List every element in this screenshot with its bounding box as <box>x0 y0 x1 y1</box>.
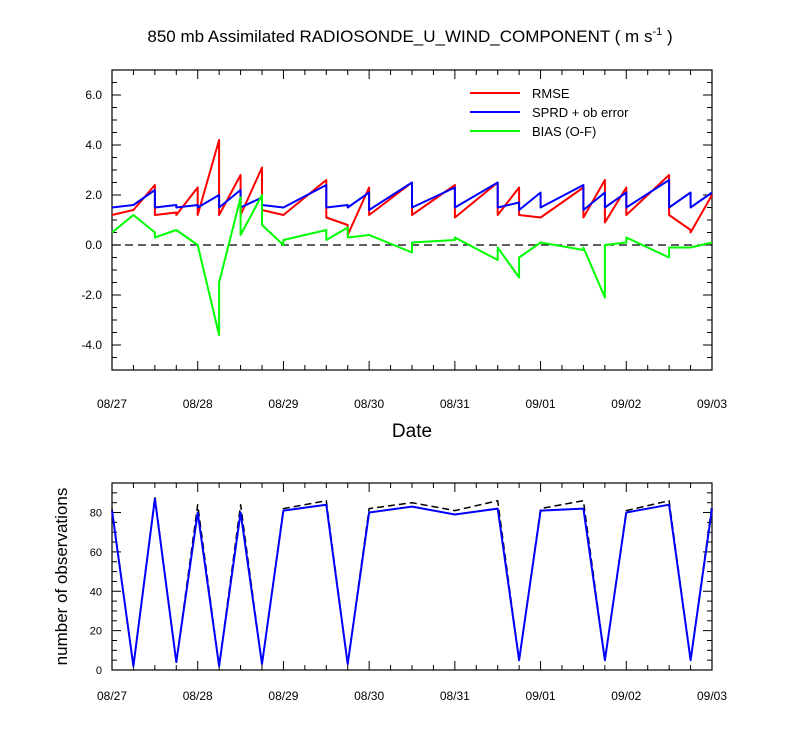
bottom-x-tick-label: 08/27 <box>97 689 127 703</box>
bottom-plot-frame <box>111 482 713 671</box>
top-series-sprd-ob-error <box>111 179 713 211</box>
bottom-x-tick-label: 08/31 <box>440 689 470 703</box>
bottom-chart: 08/27 08/28 08/29 08/30 08/31 09/01 09/02 09/03… <box>52 482 727 703</box>
bottom-x-tick-label: 09/02 <box>611 689 641 703</box>
top-y-tick-label: -4.0 <box>81 338 102 352</box>
top-x-tick-label: 08/28 <box>183 397 213 411</box>
top-legend-label: RMSE <box>532 86 570 101</box>
bottom-y-tick-label: 60 <box>90 547 102 559</box>
top-y-tick-label: 2.0 <box>85 188 102 202</box>
bottom-series-observations-used <box>111 497 713 668</box>
bottom-x-tick-label: 08/28 <box>183 689 213 703</box>
top-x-tick-label: 08/30 <box>354 397 384 411</box>
top-series-bias-o-f <box>111 194 713 336</box>
top-x-tick-label: 08/27 <box>97 397 127 411</box>
figure-title-close: ) <box>662 27 672 46</box>
top-x-tick-label: 08/29 <box>268 397 298 411</box>
figure-title-superscript: -1 <box>652 26 662 38</box>
bottom-y-axis-title: number of observations <box>52 488 71 666</box>
bottom-series-observations-possible <box>111 496 713 667</box>
top-y-tick-label: 4.0 <box>85 138 102 152</box>
top-legend-label: SPRD + ob error <box>532 105 629 120</box>
top-x-tick-label: 09/02 <box>611 397 641 411</box>
bottom-y-tick-label: 40 <box>90 586 102 598</box>
bottom-x-tick-label: 09/01 <box>526 689 556 703</box>
top-legend-label: BIAS (O-F) <box>532 124 596 139</box>
figure-title: 850 mb Assimilated RADIOSONDE_U_WIND_COM… <box>147 26 672 46</box>
bottom-x-tick-label: 09/03 <box>697 689 727 703</box>
top-x-axis-title: Date <box>392 421 432 442</box>
top-x-tick-label: 09/03 <box>697 397 727 411</box>
bottom-y-tick-label: 80 <box>90 508 102 520</box>
top-chart: 08/27 08/28 08/29 08/30 08/31 09/01 09/02 09/03… <box>81 69 727 442</box>
top-y-tick-label: -2.0 <box>81 288 102 302</box>
bottom-y-tick-label: 0 <box>96 665 102 677</box>
top-x-tick-label: 09/01 <box>526 397 556 411</box>
top-y-tick-label: 6.0 <box>85 88 102 102</box>
top-y-tick-label: 0.0 <box>85 238 102 252</box>
bottom-y-tick-label: 20 <box>90 626 102 638</box>
bottom-x-tick-label: 08/29 <box>268 689 298 703</box>
figure-title-main: 850 mb Assimilated RADIOSONDE_U_WIND_COM… <box>147 27 652 46</box>
top-x-tick-label: 08/31 <box>440 397 470 411</box>
bottom-x-tick-label: 08/30 <box>354 689 384 703</box>
